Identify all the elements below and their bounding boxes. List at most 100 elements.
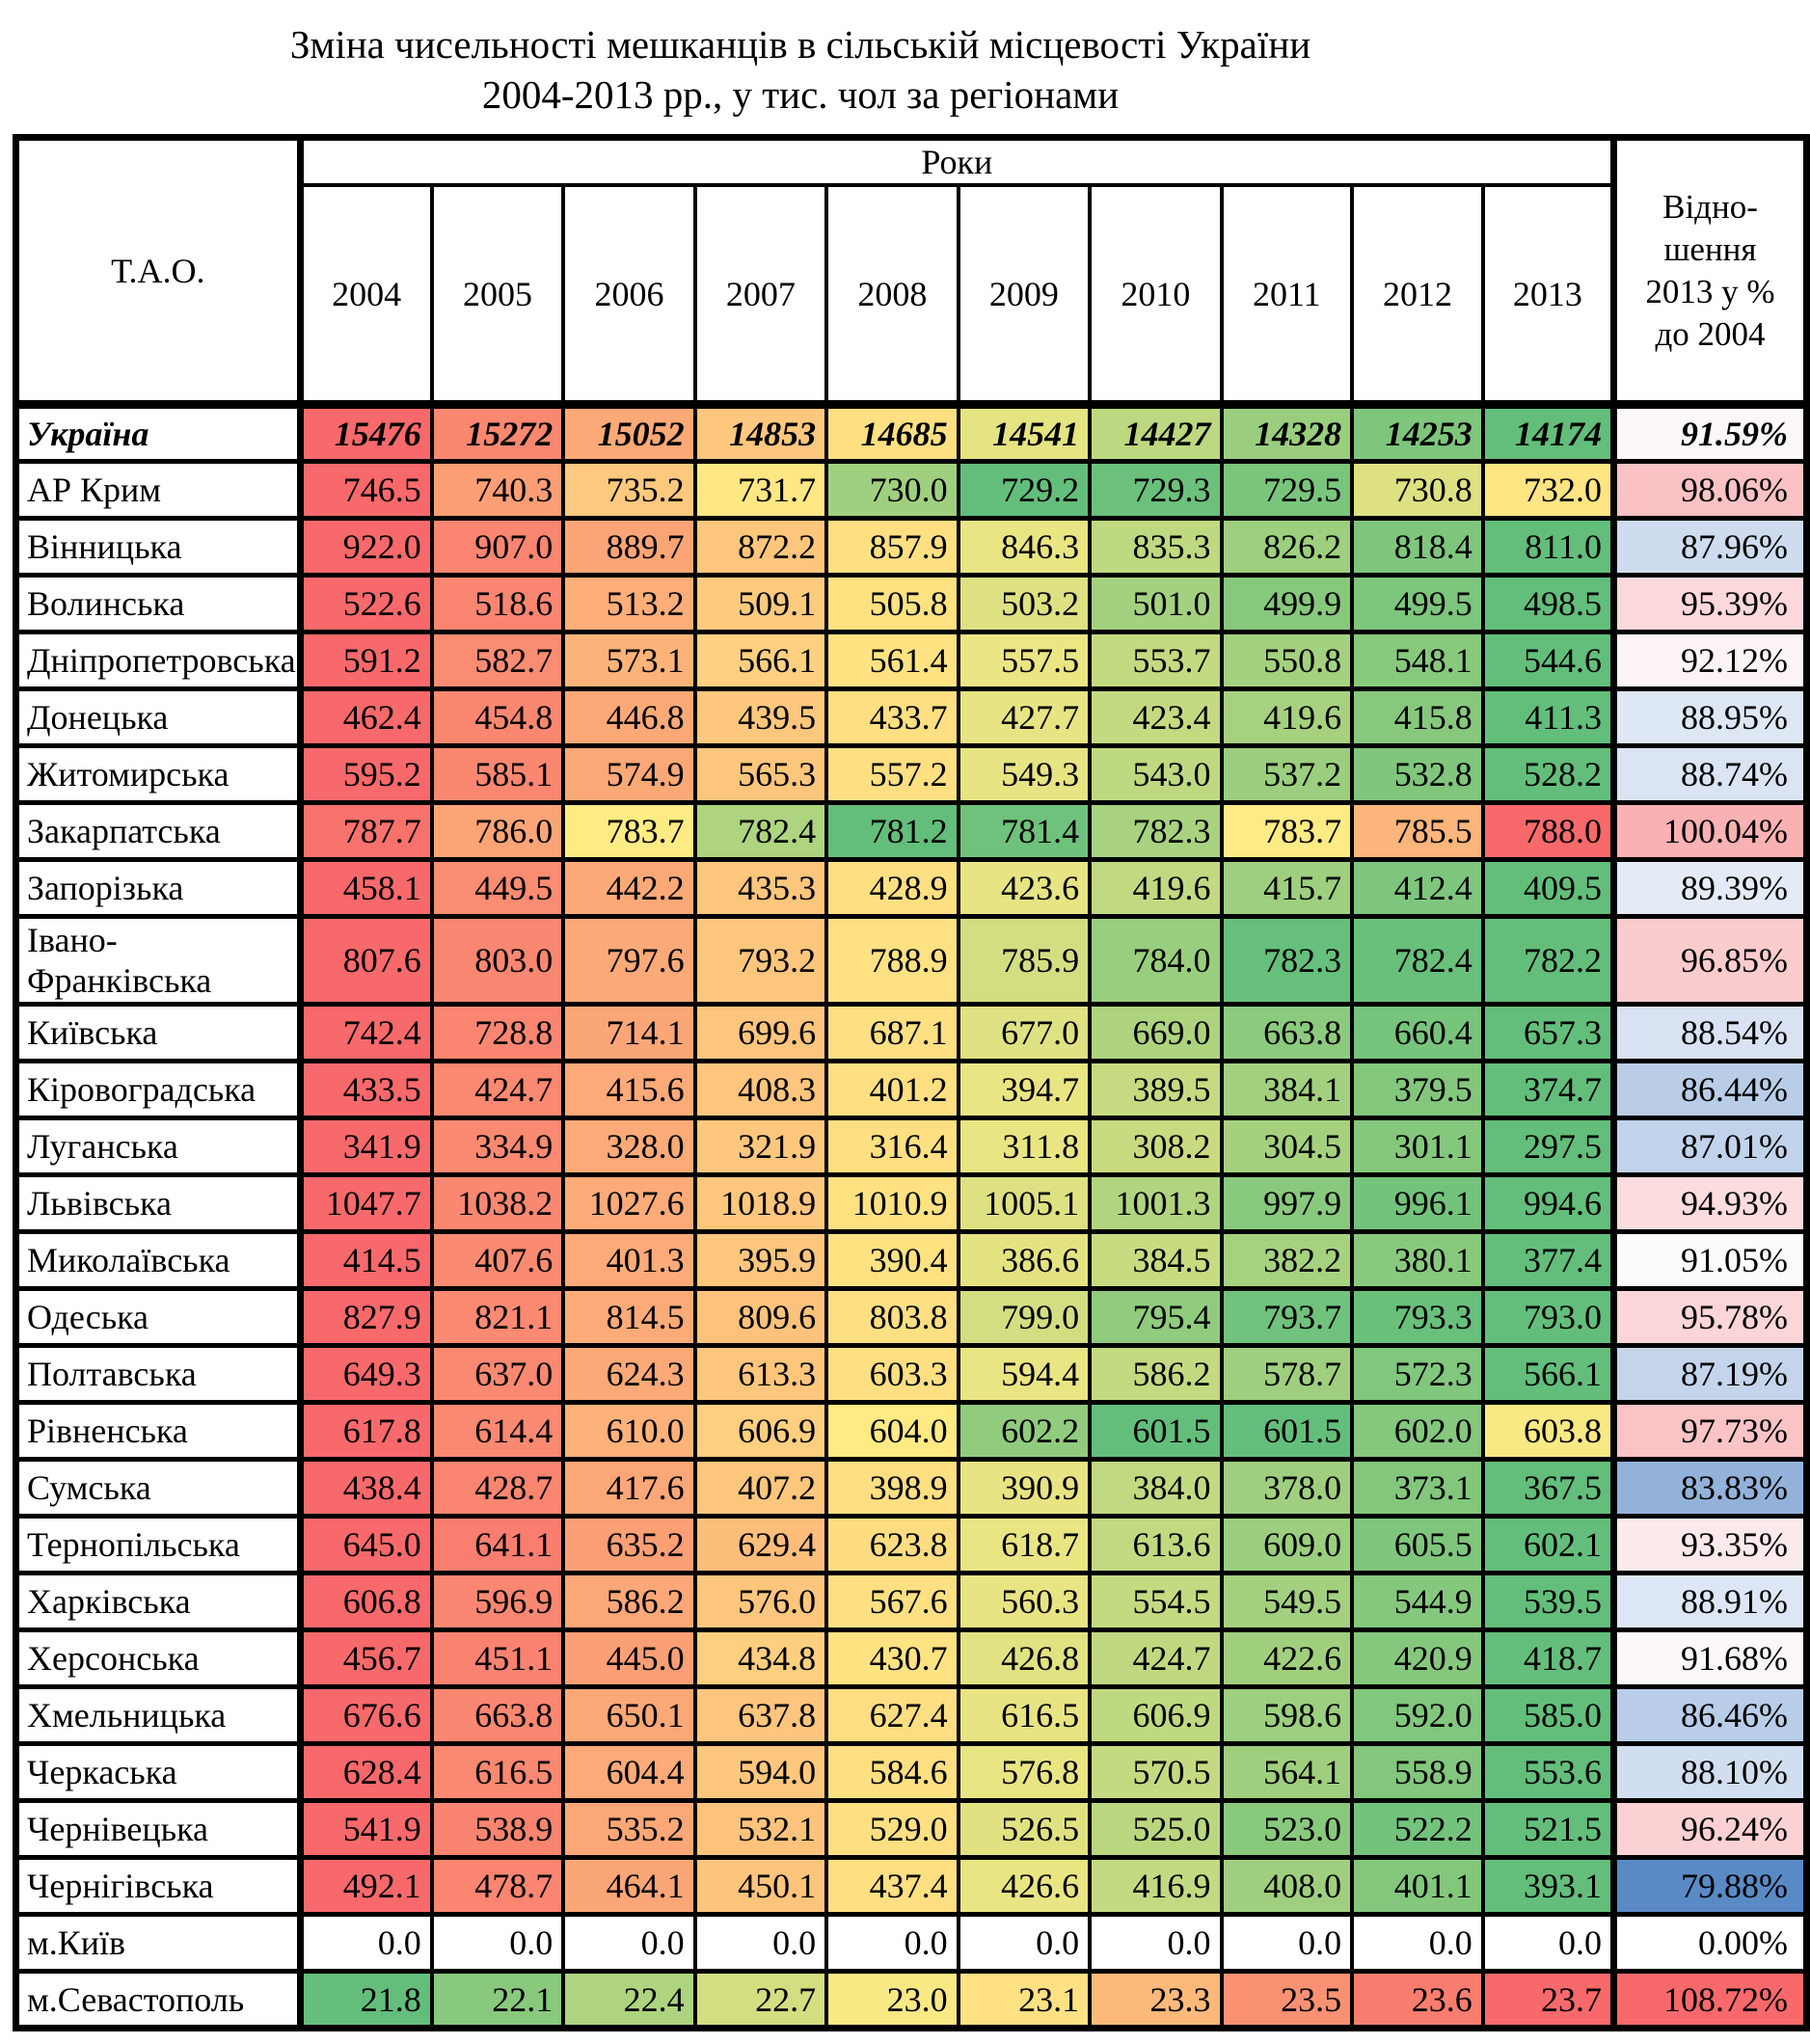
percent-cell: 0.00%	[1609, 1912, 1809, 1975]
value-cell: 818.4	[1350, 516, 1485, 578]
table-row: Херсонська 456.7 451.1 445.0 434.8 430.7 426.8…	[14, 1627, 1809, 1690]
value-cell: 373.1	[1350, 1457, 1485, 1520]
value-cell: 793.0	[1480, 1286, 1616, 1349]
value-cell: 428.9	[824, 857, 960, 920]
value-cell: 420.9	[1350, 1627, 1485, 1690]
value-cell: 23.3	[1088, 1969, 1224, 2031]
value-cell: 14427	[1088, 400, 1224, 465]
value-cell: 735.2	[561, 459, 697, 522]
value-cell: 602.1	[1480, 1514, 1616, 1576]
value-cell: 565.3	[692, 743, 829, 806]
percent-cell: 88.74%	[1609, 743, 1809, 806]
value-cell: 922.0	[298, 516, 434, 578]
year-header-2011: 2011	[1219, 182, 1355, 410]
percent-cell: 94.93%	[1609, 1172, 1809, 1235]
value-cell: 594.4	[956, 1343, 1093, 1406]
value-cell: 386.6	[956, 1229, 1093, 1292]
percent-cell: 91.68%	[1609, 1627, 1809, 1690]
value-cell: 526.5	[956, 1798, 1093, 1861]
value-cell: 596.9	[429, 1571, 566, 1633]
value-cell: 1005.1	[956, 1172, 1093, 1235]
percent-cell: 93.35%	[1609, 1514, 1809, 1576]
table-row: АР Крим 746.5 740.3 735.2 731.7 730.0 729.2 729…	[14, 459, 1809, 522]
value-cell: 561.4	[824, 630, 960, 692]
table-row: Вінницька 922.0 907.0 889.7 872.2 857.9 846.3 8…	[14, 516, 1809, 578]
value-cell: 499.9	[1219, 573, 1355, 635]
value-cell: 0.0	[956, 1912, 1093, 1975]
value-cell: 606.9	[1088, 1684, 1224, 1747]
value-cell: 677.0	[956, 1002, 1093, 1064]
value-cell: 14685	[824, 400, 960, 465]
value-cell: 522.6	[298, 573, 434, 635]
region-name-cell: Луганська	[14, 1116, 304, 1178]
value-cell: 532.1	[692, 1798, 829, 1861]
value-cell: 382.2	[1219, 1229, 1355, 1292]
percent-cell: 88.54%	[1609, 1002, 1809, 1064]
value-cell: 699.6	[692, 1002, 829, 1064]
value-cell: 389.5	[1088, 1059, 1224, 1121]
value-cell: 422.6	[1219, 1627, 1355, 1690]
value-cell: 1001.3	[1088, 1172, 1224, 1235]
value-cell: 414.5	[298, 1229, 434, 1292]
value-cell: 518.6	[429, 573, 566, 635]
percent-cell: 95.78%	[1609, 1286, 1809, 1349]
value-cell: 445.0	[561, 1627, 697, 1690]
value-cell: 539.5	[1480, 1571, 1616, 1633]
percent-cell: 91.59%	[1609, 400, 1809, 465]
value-cell: 509.1	[692, 573, 829, 635]
region-name-cell: Кіровоградська	[14, 1059, 304, 1121]
region-name-cell: Миколаївська	[14, 1229, 304, 1292]
value-cell: 454.8	[429, 686, 566, 749]
value-cell: 321.9	[692, 1116, 829, 1178]
table-row: Чернівецька 541.9 538.9 535.2 532.1 529.0 526.…	[14, 1798, 1809, 1861]
value-cell: 788.9	[824, 914, 960, 1008]
value-cell: 637.8	[692, 1684, 829, 1747]
region-name-cell: Запорізька	[14, 857, 304, 920]
value-cell: 14328	[1219, 400, 1355, 465]
value-cell: 419.6	[1088, 857, 1224, 920]
percent-cell: 88.91%	[1609, 1571, 1809, 1633]
value-cell: 729.5	[1219, 459, 1355, 522]
region-name-cell: Київська	[14, 1002, 304, 1064]
region-name-cell: Полтавська	[14, 1343, 304, 1406]
value-cell: 498.5	[1480, 573, 1616, 635]
table-row: Дніпропетровська 591.2 582.7 573.1 566.1 561.…	[14, 630, 1809, 692]
value-cell: 543.0	[1088, 743, 1224, 806]
value-cell: 532.8	[1350, 743, 1485, 806]
value-cell: 377.4	[1480, 1229, 1616, 1292]
value-cell: 676.6	[298, 1684, 434, 1747]
table-row: Харківська 606.8 596.9 586.2 576.0 567.6 560.3…	[14, 1571, 1809, 1633]
year-header-2009: 2009	[956, 182, 1093, 410]
percent-cell: 100.04%	[1609, 800, 1809, 863]
region-name-cell: Волинська	[14, 573, 304, 635]
value-cell: 613.3	[692, 1343, 829, 1406]
region-name-cell: Херсонська	[14, 1627, 304, 1690]
percent-cell: 79.88%	[1609, 1855, 1809, 1918]
value-cell: 492.1	[298, 1855, 434, 1918]
value-cell: 783.7	[561, 800, 697, 863]
region-name-cell: Івано-Франківська	[14, 914, 304, 1008]
value-cell: 433.5	[298, 1059, 434, 1121]
value-cell: 304.5	[1219, 1116, 1355, 1178]
value-cell: 521.5	[1480, 1798, 1616, 1861]
region-name-cell: Харківська	[14, 1571, 304, 1633]
value-cell: 394.7	[956, 1059, 1093, 1121]
value-cell: 592.0	[1350, 1684, 1485, 1747]
value-cell: 827.9	[298, 1286, 434, 1349]
value-cell: 523.0	[1219, 1798, 1355, 1861]
value-cell: 782.3	[1088, 800, 1224, 863]
header-row-groups: Т.А.О. Роки Відно- шення 2013 у % до 200…	[14, 135, 1809, 407]
value-cell: 449.5	[429, 857, 566, 920]
value-cell: 663.8	[1219, 1002, 1355, 1064]
population-heatmap-table: Т.А.О. Роки Відно- шення 2013 у % до 200…	[13, 133, 1810, 2032]
value-cell: 451.1	[429, 1627, 566, 1690]
page-title-line2: 2004-2013 рр., у тис. чол за регіонами	[481, 72, 1120, 118]
value-cell: 554.5	[1088, 1571, 1224, 1633]
percent-cell: 108.72%	[1609, 1969, 1809, 2031]
value-cell: 535.2	[561, 1798, 697, 1861]
value-cell: 378.0	[1219, 1457, 1355, 1520]
value-cell: 616.5	[956, 1684, 1093, 1747]
percent-cell: 88.10%	[1609, 1741, 1809, 1804]
value-cell: 513.2	[561, 573, 697, 635]
region-name-cell: Вінницька	[14, 516, 304, 578]
